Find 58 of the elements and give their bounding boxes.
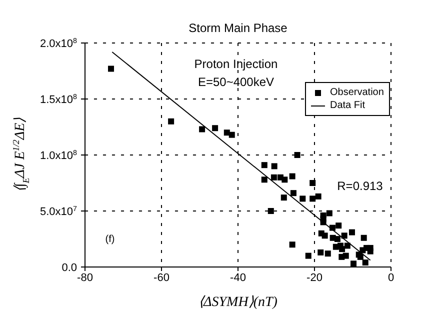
point — [310, 180, 316, 186]
annotation: (f) — [105, 234, 115, 245]
point — [294, 152, 300, 158]
y-tick-label: 2.0x10$^{8}$ — [40, 37, 78, 50]
x-tick-label: -20 — [306, 272, 322, 284]
legend-label: Observation — [330, 87, 384, 98]
point — [338, 254, 345, 260]
point — [280, 194, 287, 201]
point — [310, 196, 316, 202]
point — [289, 242, 296, 248]
point — [168, 118, 174, 124]
annotation: R=0.913 — [337, 179, 384, 193]
y-tick-label: 1.0x10$^{8}$ — [40, 149, 78, 162]
point — [322, 232, 328, 239]
point — [326, 210, 332, 216]
point — [261, 162, 268, 168]
point — [350, 260, 357, 267]
point — [332, 244, 339, 250]
point — [270, 174, 277, 180]
chart-title: Storm Main Phase — [188, 21, 288, 35]
annotation: Proton Injection — [194, 57, 278, 71]
annotation: E=50~400keV — [198, 75, 274, 89]
point — [282, 176, 288, 183]
x-tick-label: 0 — [388, 272, 394, 284]
legend-label: Data Fit — [330, 100, 366, 111]
x-tick-label: -40 — [230, 272, 246, 284]
point — [329, 224, 336, 231]
point — [212, 125, 218, 132]
point — [324, 250, 331, 257]
point — [268, 208, 274, 214]
point — [315, 193, 322, 200]
point — [289, 173, 296, 180]
x-tick-label: -60 — [154, 272, 170, 284]
point — [305, 252, 312, 259]
point — [224, 130, 230, 136]
point — [344, 242, 350, 249]
point — [360, 234, 367, 241]
point — [334, 236, 340, 242]
point — [336, 222, 342, 229]
point — [362, 260, 368, 266]
point — [300, 196, 306, 202]
point — [271, 163, 278, 170]
point — [339, 246, 346, 252]
point — [290, 190, 296, 196]
x-tick-label: -80 — [77, 272, 93, 284]
point — [320, 219, 326, 226]
y-tick-label: 5.0x10$^{7}$ — [40, 205, 78, 218]
point — [367, 248, 374, 254]
point — [108, 66, 114, 72]
point — [318, 249, 324, 256]
point — [199, 126, 206, 132]
x-axis-title: ⟨ΔSYMH⟩(nT) — [198, 295, 278, 310]
point — [341, 232, 348, 239]
y-tick-label: 0.0 — [62, 262, 77, 274]
point — [228, 132, 235, 138]
y-tick-label: 1.5x10$^{8}$ — [40, 93, 78, 106]
point — [261, 176, 268, 183]
point — [348, 229, 355, 236]
